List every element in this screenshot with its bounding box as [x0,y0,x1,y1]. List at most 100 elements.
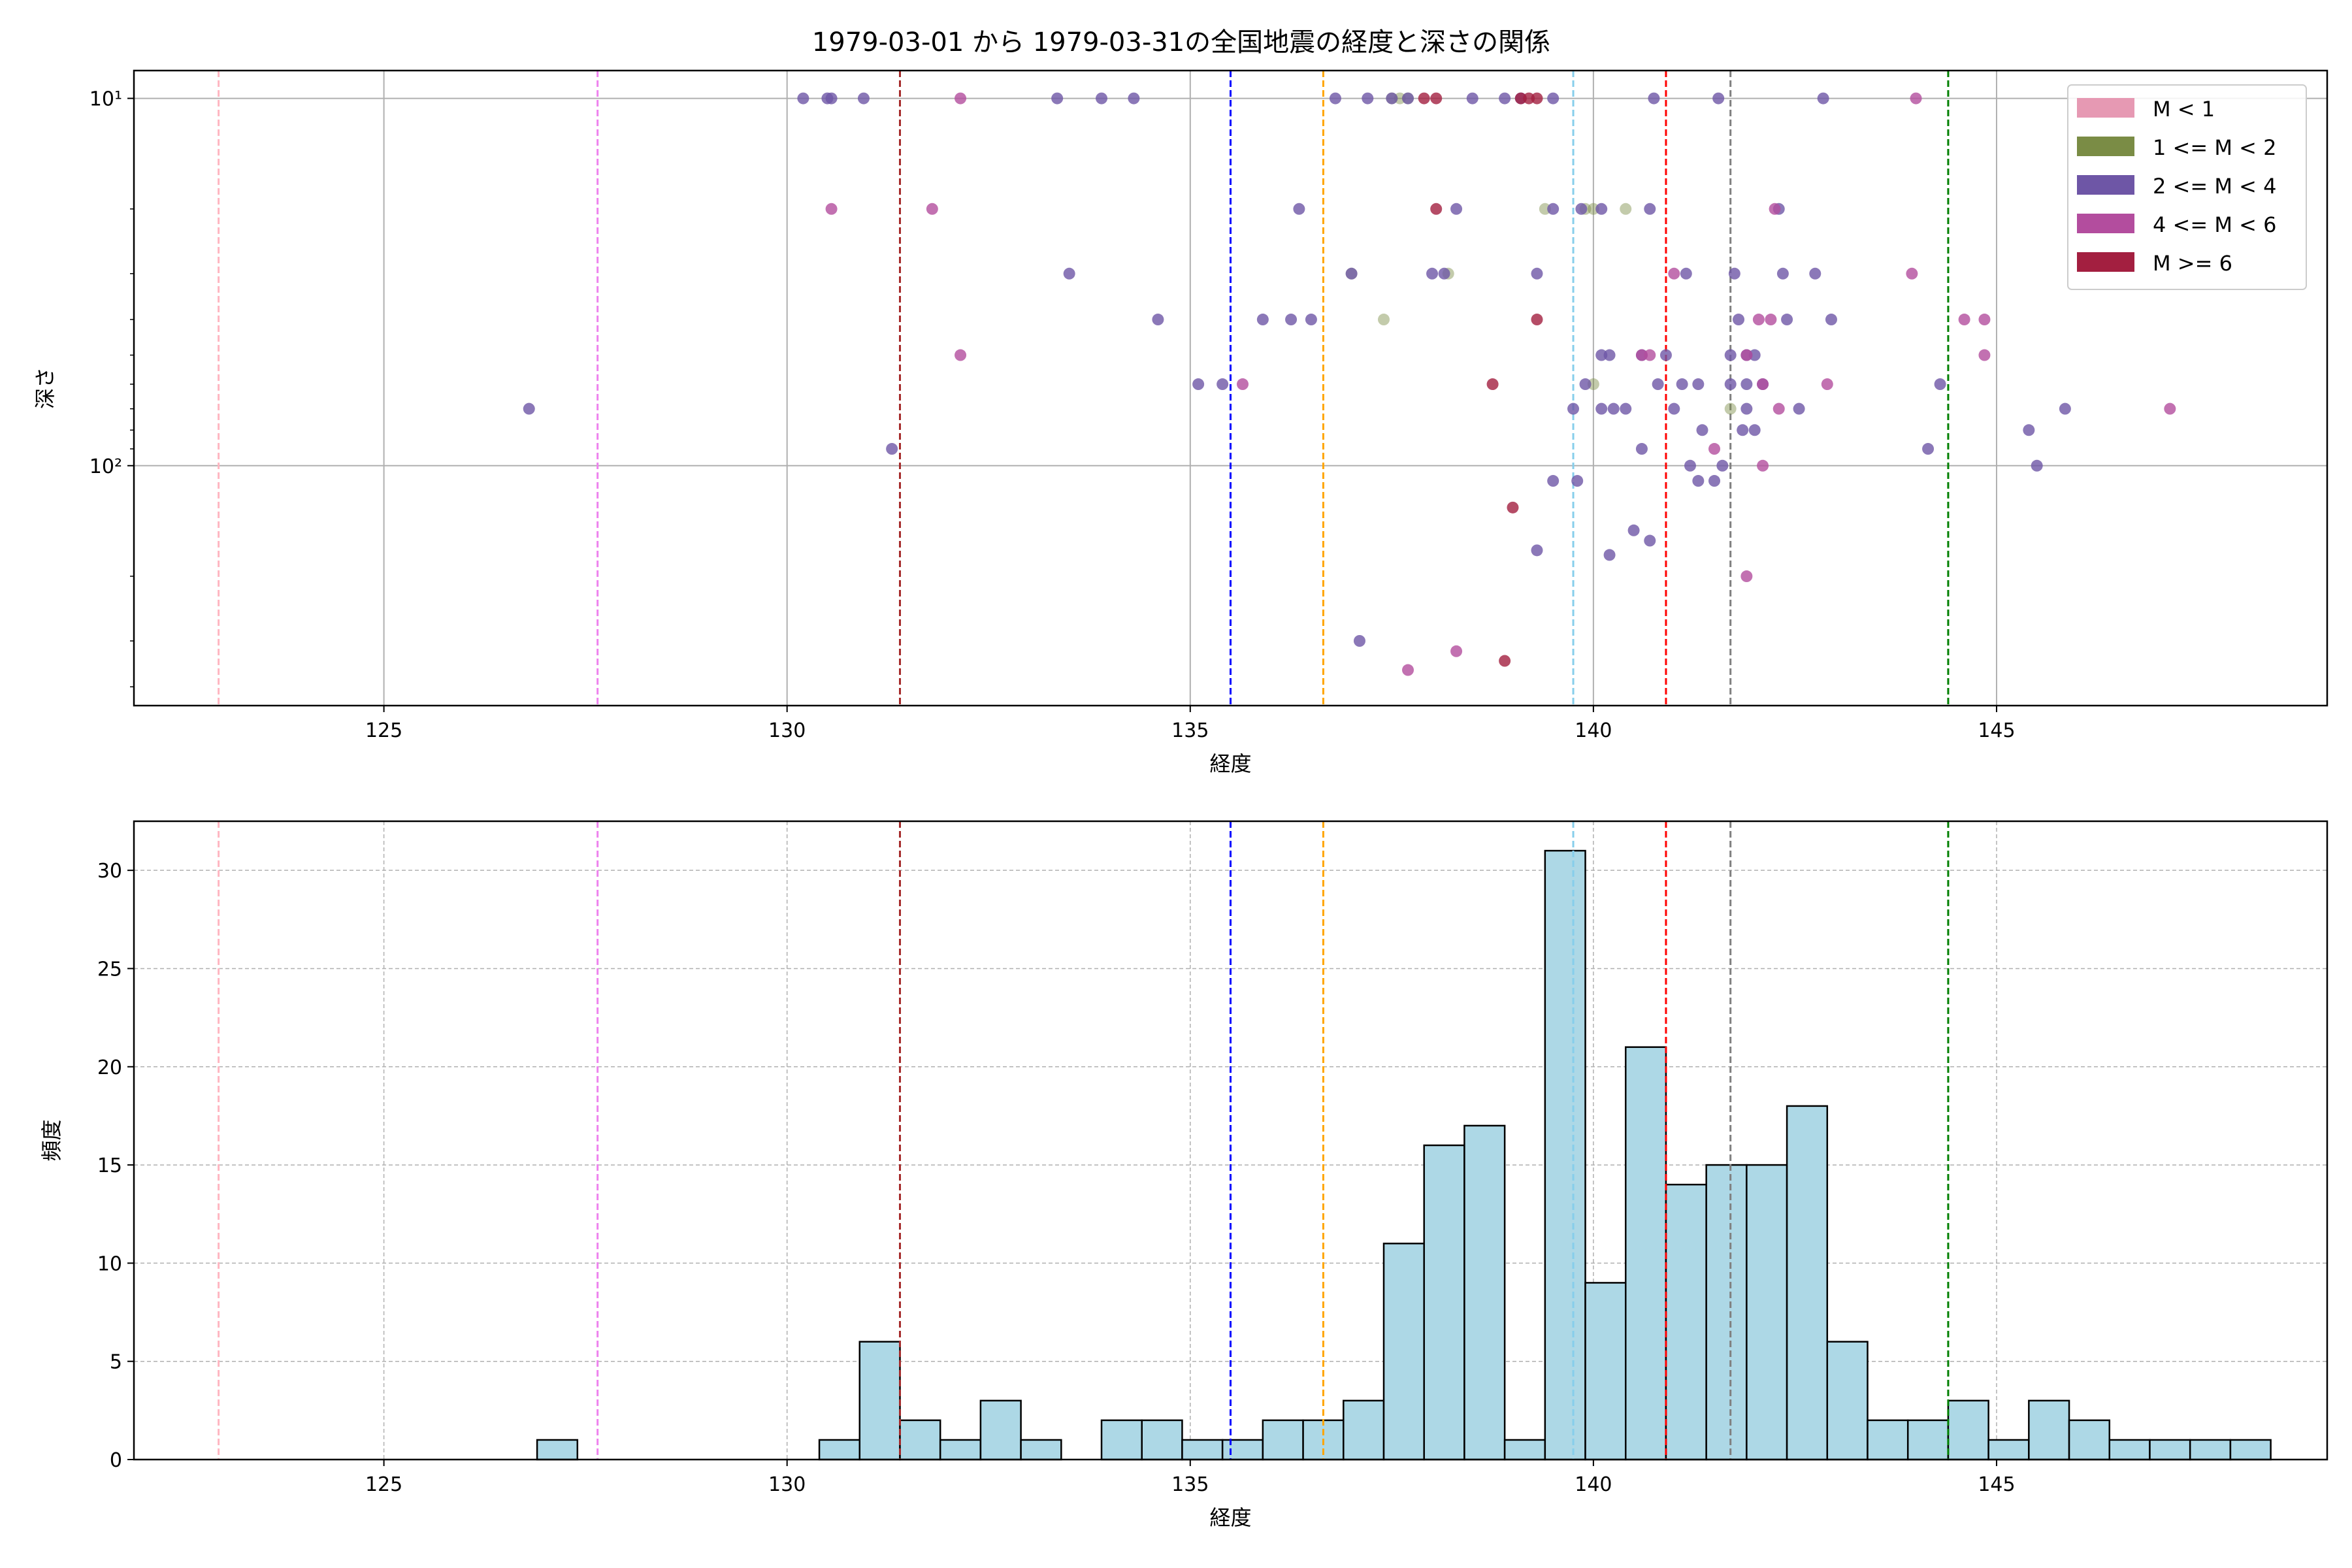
scatter-point [1978,314,1991,326]
histogram-y-label: 頻度 [39,1119,64,1161]
histogram-y-tick-label: 30 [97,860,122,883]
legend-label: 4 <= M < 6 [2153,212,2276,237]
histogram-bar [2028,1399,2070,1461]
histogram-bar [536,1439,579,1461]
scatter-point [1781,314,1793,326]
legend-label: M >= 6 [2153,251,2232,276]
scatter-point [825,92,838,105]
scatter-point [1418,92,1430,105]
scatter-point [1696,424,1708,436]
scatter-point [1430,203,1443,215]
scatter-point [1680,267,1692,280]
scatter-ticks: 125 130 135 140 145 10¹ 10² [90,88,2016,742]
histogram-bar [1584,1282,1627,1461]
scatter-point [1329,92,1341,105]
histogram-bar [818,1439,861,1461]
scatter-point [1668,402,1680,415]
histogram-frame [133,820,2328,1461]
scatter-point [1724,402,1737,415]
scatter-point [1603,349,1616,361]
scatter-point [1817,92,1829,105]
scatter-point [1217,378,1229,391]
scatter-point [1466,92,1478,105]
histogram-x-tick-label: 135 [1171,1473,1209,1496]
scatter-point [1708,475,1721,487]
scatter-point [1450,645,1463,657]
histogram-bar [2189,1439,2232,1461]
scatter-point [1152,314,1164,326]
histogram-y-tick-label: 15 [97,1154,122,1177]
scatter-point [1507,501,1519,514]
scatter-point [1595,203,1608,215]
histogram-bar [1382,1243,1425,1461]
histogram-bar [1221,1439,1264,1461]
scatter-point [1523,92,1535,105]
histogram-bar [1020,1439,1062,1461]
legend-label: M < 1 [2153,97,2215,122]
histogram-bar [1947,1399,1989,1461]
histogram-reference-lines [218,821,1950,1460]
scatter-point [1740,349,1753,361]
scatter-point [1635,443,1648,455]
scatter-point [2164,402,2176,415]
scatter-point [1712,92,1725,105]
scatter-point [1644,349,1656,361]
histogram-bar [1503,1439,1546,1461]
legend-swatch [2077,252,2134,272]
scatter-point [1402,92,1414,105]
scatter-point [955,92,967,105]
histogram-bar [1746,1164,1788,1461]
scatter-point [1237,378,1249,391]
histogram-x-label: 経度 [1209,1505,1251,1530]
histogram-bar [1906,1419,1950,1461]
scatter-point [1716,459,1729,472]
scatter-point [1733,314,1745,326]
scatter-point [1676,378,1688,391]
scatter-point [825,203,838,215]
scatter-x-label: 経度 [1209,751,1251,776]
legend-swatch [2077,137,2134,156]
scatter-point [1531,267,1543,280]
histogram-x-tick-label: 125 [365,1473,402,1496]
histogram-bar [1625,1046,1667,1461]
scatter-x-tick-label: 130 [768,719,806,742]
histogram-bar [1867,1419,1909,1461]
scatter-x-tick-label: 125 [365,719,402,742]
scatter-point [1402,664,1414,676]
scatter-point [1096,92,1108,105]
scatter-point [1635,349,1648,361]
scatter-point [1285,314,1298,326]
histogram-bar [858,1341,901,1461]
scatter-point [1567,402,1580,415]
histogram: 125 130 135 140 145 0 5 10 15 20 25 30 経度 頻度 [39,820,2328,1530]
histogram-bar [1343,1399,1385,1461]
histogram-bar [1423,1144,1465,1461]
histogram-x-tick-label: 130 [768,1473,806,1496]
histogram-bar [1665,1183,1707,1461]
scatter-plot: 125 130 135 140 145 10¹ 10² M < 1 1 <= M < 2 2 <… [33,69,2328,776]
scatter-x-tick-label: 135 [1171,719,1209,742]
scatter-point [1547,475,1560,487]
scatter-point [1668,267,1680,280]
histogram-bar [1705,1164,1748,1461]
scatter-y-tick-label: 10¹ [90,88,122,111]
scatter-point [1684,459,1696,472]
scatter-point [1450,203,1463,215]
scatter-point [1499,655,1511,667]
scatter-point [1386,92,1398,105]
scatter-point [1575,203,1588,215]
scatter-point [1793,402,1805,415]
scatter-point [1620,402,1632,415]
scatter-point [857,92,870,105]
chart-title: 1979-03-01 から 1979-03-31の全国地震の経度と深さの関係 [812,27,1550,57]
scatter-point [2031,459,2043,472]
scatter-point [1659,349,1672,361]
scatter-point [1587,378,1599,391]
scatter-point [1607,402,1620,415]
scatter-point [1934,378,1946,391]
scatter-point [1531,92,1543,105]
scatter-point [1547,203,1560,215]
scatter-point [1499,92,1511,105]
histogram-bar [1826,1341,1869,1461]
scatter-point [1531,544,1543,557]
